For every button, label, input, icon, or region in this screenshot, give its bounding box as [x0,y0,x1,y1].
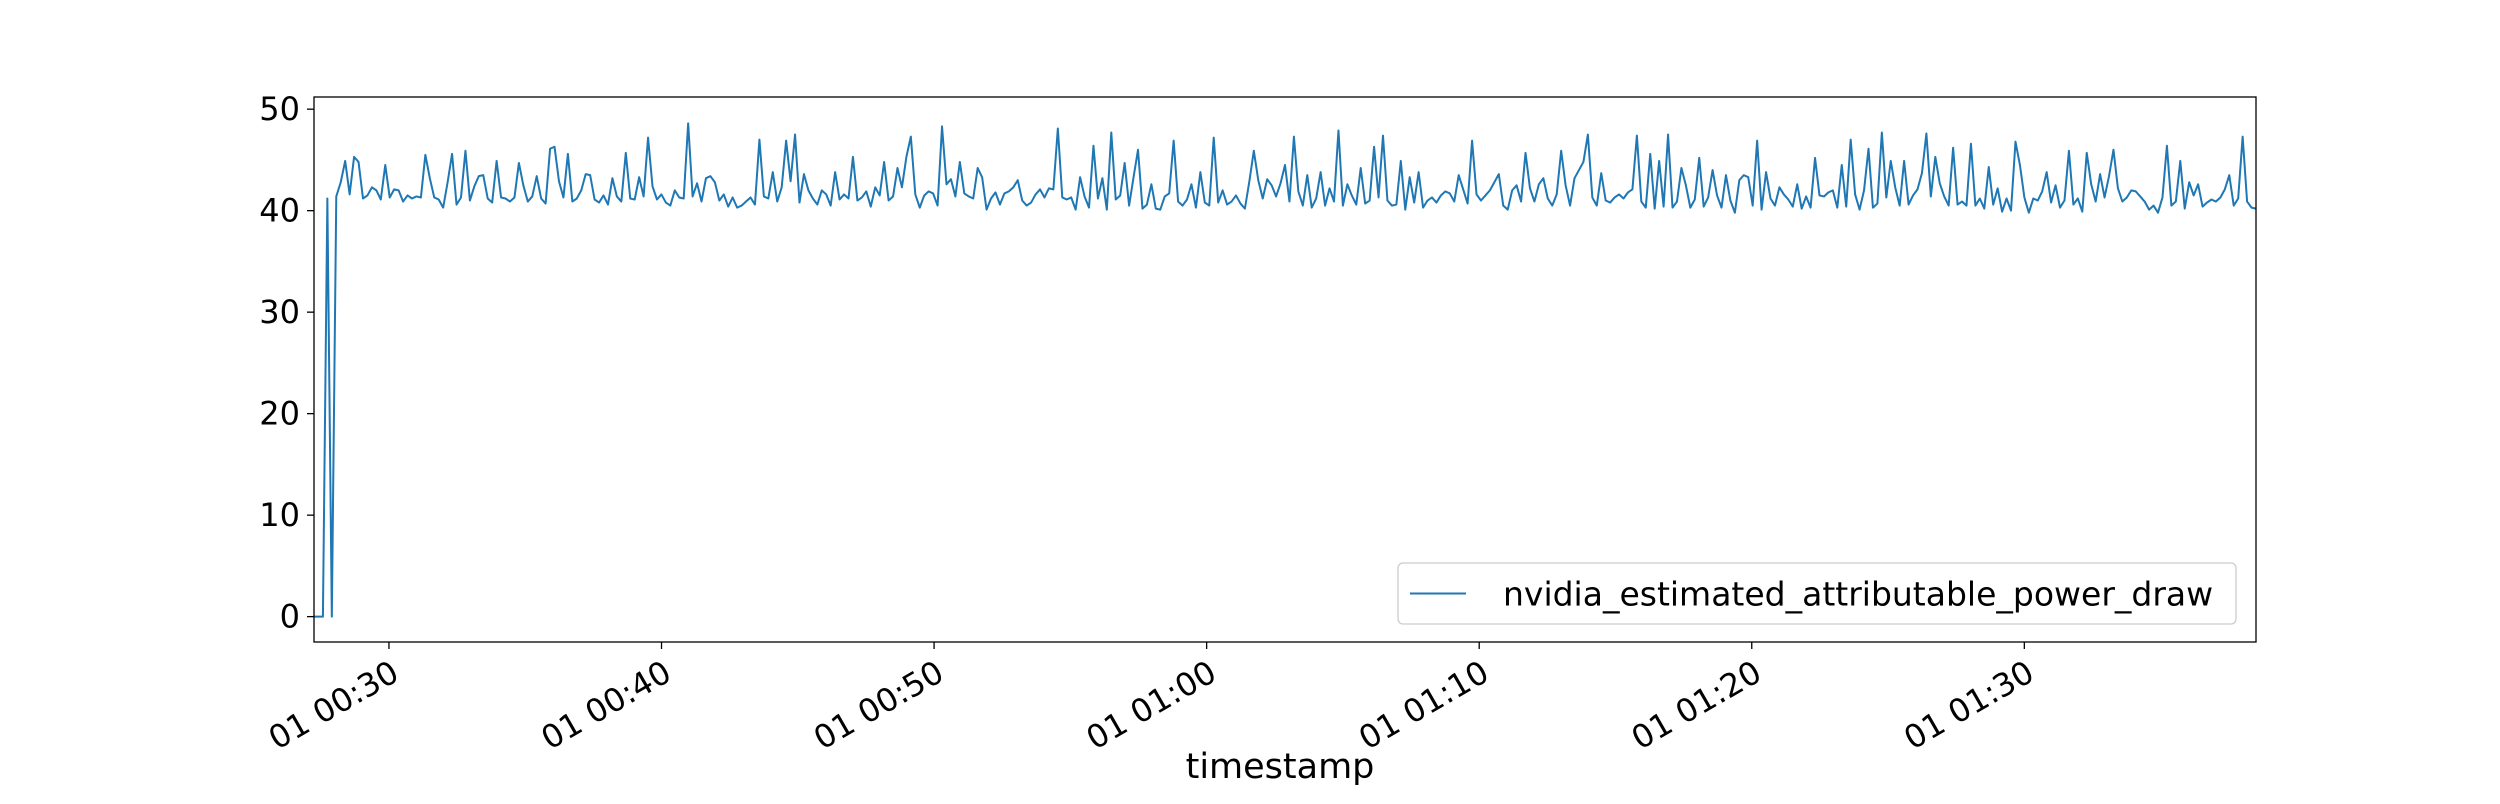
y-tick-label: 40 [259,192,300,230]
x-axis-label: timestamp [1186,747,1375,787]
data-layer [314,122,2257,618]
legend-frame [1397,562,2237,625]
y-tick-label: 50 [259,90,300,128]
y-tick-label: 0 [280,598,300,636]
axes-frame [313,96,2257,643]
legend: nvidia_estimated_attributable_power_draw [1397,562,2237,625]
y-tick-label: 20 [259,395,300,433]
legend-label: nvidia_estimated_attributable_power_draw [1503,575,2213,614]
y-tick-label: 30 [259,293,300,331]
axes-layer [313,96,2257,643]
series-line [314,122,2257,618]
y-tick-label: 10 [259,496,300,534]
